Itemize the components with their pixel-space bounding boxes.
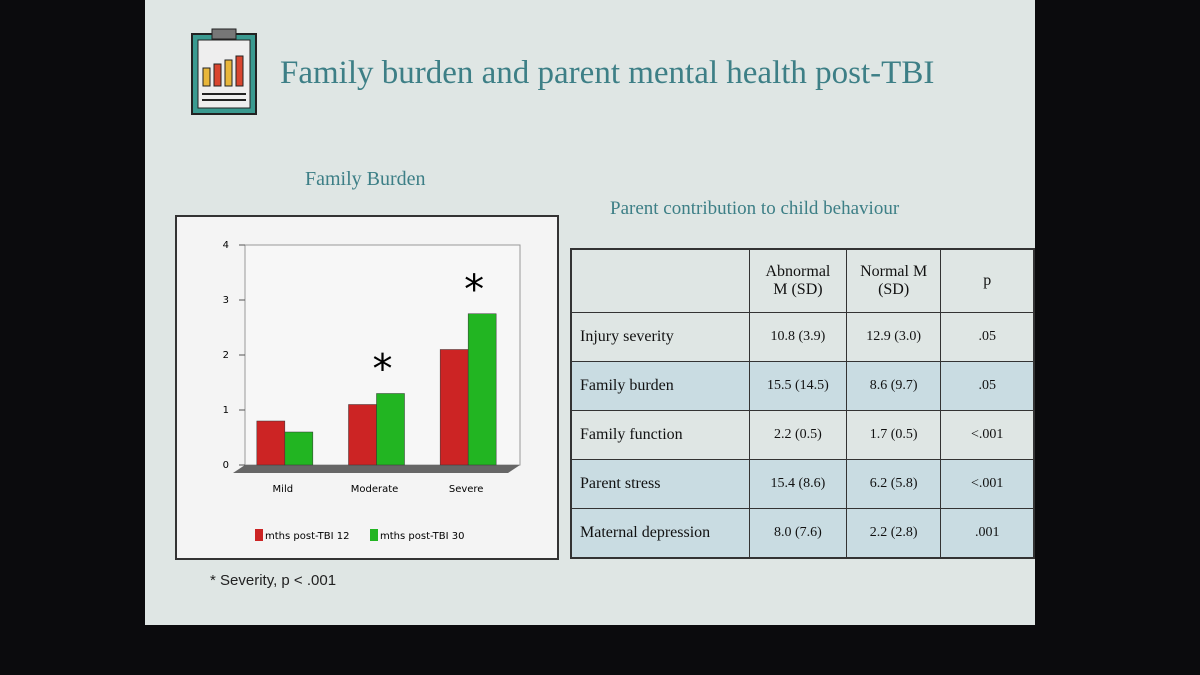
bar [376,393,405,466]
header-cell [570,248,751,313]
y-tick-label: 1 [223,405,229,416]
legend-swatch [370,529,378,541]
table-row: Parent stress 15.4 (8.6) 6.2 (5.8) <.001 [570,459,1035,509]
table-cell: 1.7 (0.5) [845,410,942,460]
row-label: Family burden [570,361,751,411]
table-cell: <.001 [940,410,1035,460]
table-row: Family function 2.2 (0.5) 1.7 (0.5) <.001 [570,410,1035,460]
clipboard-icon [191,28,257,115]
legend-swatch [255,529,263,541]
x-tick-label: Severe [449,484,484,495]
table-title: Parent contribution to child behaviour [610,198,900,219]
y-tick-label: 2 [223,350,229,361]
column-header: Normal M (SD) [845,248,942,313]
bar [439,349,469,466]
legend-label: mths post-TBI 30 [380,531,465,542]
table-cell: 12.9 (3.0) [845,312,942,362]
table-cell: .001 [940,508,1035,559]
y-tick-label: 4 [223,240,229,251]
table-row: Maternal depression 8.0 (7.6) 2.2 (2.8) .00… [570,508,1035,559]
table: Abnormal M (SD) Normal M (SD) p Injury seve… [570,248,1035,559]
chart: 0 1 2 3 4 Mild Moderate * Severe * mths post-TBI 1… [175,215,559,560]
bar [348,404,377,466]
annotation: * [464,267,484,313]
table-cell: 6.2 (5.8) [845,459,942,509]
table-cell: 8.0 (7.6) [749,508,847,559]
row-label: Injury severity [570,312,751,362]
table-cell: 2.2 (2.8) [845,508,942,559]
chart-title: Family Burden [305,168,426,190]
slide: Family burden and parent mental health p… [145,0,1035,625]
legend-label: mths post-TBI 12 [265,531,350,542]
table-row: Injury severity 10.8 (3.9) 12.9 (3.0) .05 [570,312,1035,362]
table-cell: 15.4 (8.6) [749,459,847,509]
plot-floor [233,465,520,473]
table-row: Family burden 15.5 (14.5) 8.6 (9.7) .05 [570,361,1035,411]
table-cell: 2.2 (0.5) [749,410,847,460]
table-cell: 15.5 (14.5) [749,361,847,411]
column-header: Abnormal M (SD) [749,248,847,313]
row-label: Parent stress [570,459,751,509]
table-cell: <.001 [940,459,1035,509]
table-cell: 8.6 (9.7) [845,361,942,411]
bar [256,420,286,466]
y-tick-label: 0 [223,460,229,471]
row-label: Family function [570,410,751,460]
footnote: * Severity, p < .001 [210,572,337,589]
row-label: Maternal depression [570,508,751,559]
table-cell: 10.8 (3.9) [749,312,847,362]
slide-title: Family burden and parent mental health p… [280,55,935,91]
x-tick-label: Mild [273,484,294,495]
annotation: * [373,347,393,393]
y-tick-label: 3 [223,295,229,306]
bar [467,313,497,466]
bar [284,431,314,466]
header-row: Abnormal M (SD) Normal M (SD) p [570,248,1035,313]
table-cell: .05 [940,312,1035,362]
x-tick-label: Moderate [351,484,399,495]
column-header: p [940,248,1035,313]
table-cell: .05 [940,361,1035,411]
